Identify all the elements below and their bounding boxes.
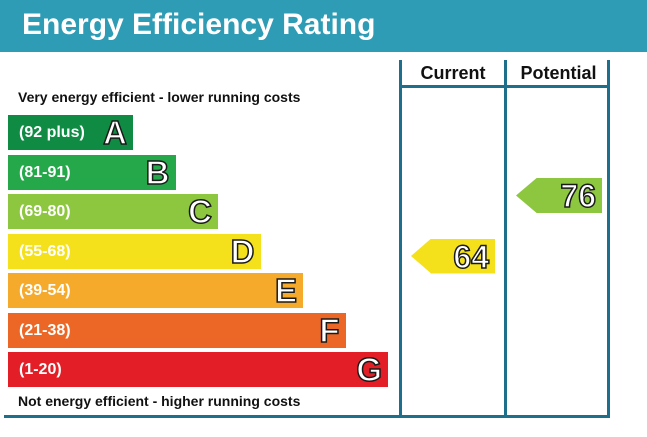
band-letter: F bbox=[319, 311, 341, 350]
potential-rating-value: 76 bbox=[560, 178, 597, 214]
band-letter: E bbox=[274, 271, 298, 310]
band-letter: A bbox=[102, 113, 127, 152]
rating-band-f: (21-38) F bbox=[8, 311, 346, 350]
top-caption: Very energy efficient - lower running co… bbox=[18, 89, 301, 105]
bottom-caption: Not energy efficient - higher running co… bbox=[18, 393, 301, 409]
column-header-divider bbox=[399, 85, 610, 88]
rating-band-c: (69-80) C bbox=[8, 192, 218, 231]
band-range-label: (92 plus) bbox=[19, 124, 85, 141]
potential-column-divider bbox=[504, 60, 507, 418]
band-range-label: (21-38) bbox=[19, 321, 71, 339]
title-bar: Energy Efficiency Rating bbox=[0, 0, 647, 52]
current-column-header: Current bbox=[420, 63, 486, 83]
band-range-label: (55-68) bbox=[19, 242, 71, 260]
band-letter: D bbox=[230, 232, 255, 271]
rating-band-e: (39-54) E bbox=[8, 271, 303, 310]
current-rating-arrow: 64 bbox=[411, 238, 495, 275]
current-rating-value: 64 bbox=[453, 238, 490, 275]
chart-frame bbox=[4, 60, 610, 418]
rating-band-g: (1-20) G bbox=[8, 350, 388, 389]
page-title: Energy Efficiency Rating bbox=[22, 8, 376, 41]
band-letter: C bbox=[187, 192, 212, 231]
band-range-label: (69-80) bbox=[19, 203, 71, 220]
rating-band-a: (92 plus) A bbox=[8, 113, 133, 152]
potential-rating-arrow: 76 bbox=[516, 178, 602, 213]
current-column-divider bbox=[399, 60, 402, 418]
band-letter: B bbox=[145, 153, 170, 192]
band-range-label: (39-54) bbox=[19, 282, 71, 299]
potential-column-header: Potential bbox=[520, 63, 597, 83]
rating-band-b: (81-91) B bbox=[8, 153, 176, 192]
band-letter: G bbox=[356, 350, 383, 389]
rating-band-d: (55-68) D bbox=[8, 232, 261, 271]
band-range-label: (1-20) bbox=[19, 361, 62, 378]
band-range-label: (81-91) bbox=[19, 163, 71, 181]
